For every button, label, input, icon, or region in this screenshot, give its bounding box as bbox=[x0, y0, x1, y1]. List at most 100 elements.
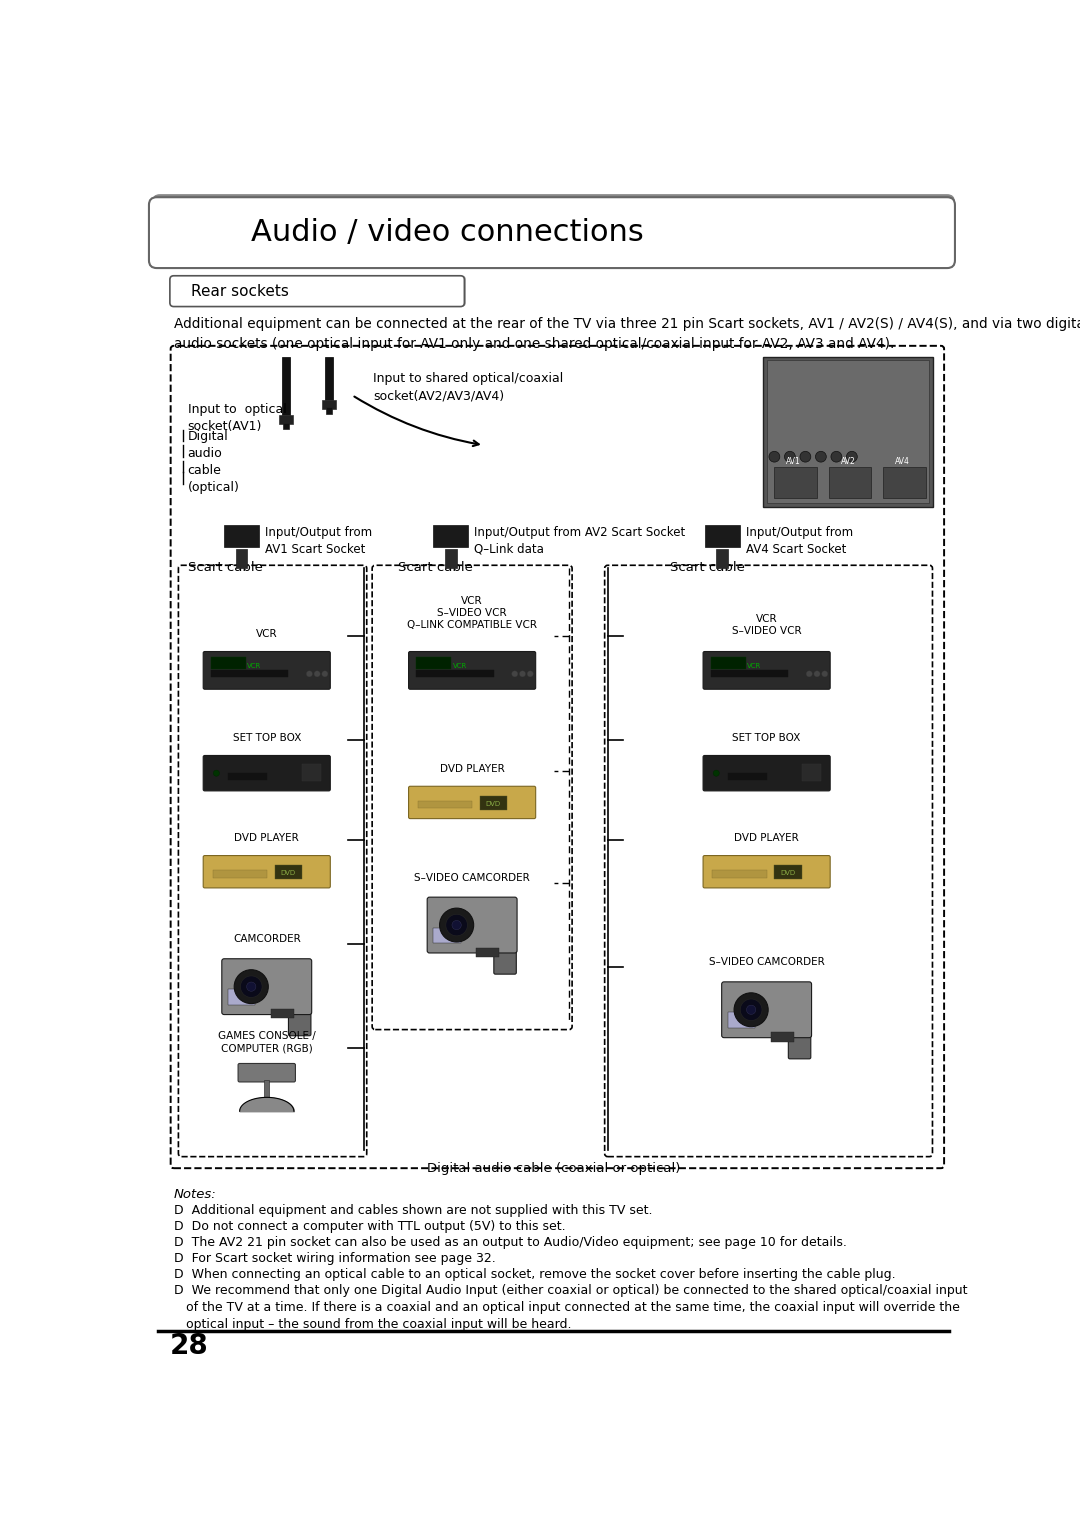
Circle shape bbox=[512, 671, 517, 677]
Text: Input/Output from
AV4 Scart Socket: Input/Output from AV4 Scart Socket bbox=[745, 526, 853, 556]
Bar bbox=[711, 669, 788, 677]
Text: 28: 28 bbox=[170, 1332, 208, 1360]
Circle shape bbox=[831, 451, 841, 461]
Text: Additional equipment can be connected at the rear of the TV via three 21 pin Sca: Additional equipment can be connected at… bbox=[174, 316, 1080, 350]
Text: Input/Output from AV2 Scart Socket
Q–Link data: Input/Output from AV2 Scart Socket Q–Lin… bbox=[474, 526, 686, 556]
Bar bbox=[716, 549, 728, 568]
Bar bbox=[274, 865, 301, 879]
FancyBboxPatch shape bbox=[494, 931, 516, 975]
Bar bbox=[762, 356, 933, 507]
Text: VCR: VCR bbox=[453, 663, 467, 669]
FancyBboxPatch shape bbox=[178, 565, 367, 1157]
Bar bbox=[301, 764, 321, 781]
Text: D  When connecting an optical cable to an optical socket, remove the socket cove: D When connecting an optical cable to an… bbox=[174, 1268, 895, 1282]
Bar bbox=[480, 796, 507, 810]
Circle shape bbox=[814, 671, 820, 677]
Bar bbox=[704, 526, 740, 547]
Circle shape bbox=[815, 451, 826, 461]
Text: S–VIDEO CAMCORDER: S–VIDEO CAMCORDER bbox=[415, 872, 530, 883]
Circle shape bbox=[800, 451, 811, 461]
Text: Notes:: Notes: bbox=[174, 1189, 216, 1201]
Text: Rear sockets: Rear sockets bbox=[191, 284, 288, 298]
FancyBboxPatch shape bbox=[203, 856, 330, 888]
Circle shape bbox=[806, 671, 812, 677]
Bar bbox=[774, 865, 801, 879]
Bar bbox=[445, 549, 457, 568]
Bar bbox=[228, 989, 255, 1005]
Bar bbox=[882, 466, 926, 498]
Text: SET TOP BOX: SET TOP BOX bbox=[232, 733, 301, 743]
FancyBboxPatch shape bbox=[203, 755, 330, 792]
Circle shape bbox=[241, 976, 262, 998]
Text: D  The AV2 21 pin socket can also be used as an output to Audio/Video equipment;: D The AV2 21 pin socket can also be used… bbox=[174, 1236, 847, 1248]
FancyBboxPatch shape bbox=[703, 856, 831, 888]
Bar bbox=[325, 356, 333, 403]
Circle shape bbox=[451, 920, 461, 929]
Text: Audio / video connections: Audio / video connections bbox=[252, 219, 644, 248]
Circle shape bbox=[713, 770, 719, 776]
Text: Scart cable: Scart cable bbox=[670, 561, 744, 573]
Text: GAMES CONSOLE /
COMPUTER (RGB): GAMES CONSOLE / COMPUTER (RGB) bbox=[218, 1031, 315, 1053]
Text: Scart cable: Scart cable bbox=[399, 561, 473, 573]
Circle shape bbox=[847, 451, 858, 461]
Circle shape bbox=[734, 993, 768, 1027]
Bar bbox=[228, 773, 267, 779]
FancyBboxPatch shape bbox=[788, 1016, 811, 1059]
Text: AV1: AV1 bbox=[786, 457, 801, 466]
Text: Digital audio cable (coaxial or optical): Digital audio cable (coaxial or optical) bbox=[427, 1163, 680, 1175]
FancyBboxPatch shape bbox=[152, 194, 955, 264]
Bar bbox=[211, 669, 288, 677]
Bar bbox=[476, 947, 499, 957]
Bar bbox=[416, 669, 494, 677]
Text: D  Do not connect a computer with TTL output (5V) to this set.: D Do not connect a computer with TTL out… bbox=[174, 1219, 565, 1233]
Circle shape bbox=[446, 914, 468, 935]
Bar bbox=[774, 466, 816, 498]
Circle shape bbox=[740, 999, 762, 1021]
Bar bbox=[767, 361, 930, 503]
FancyBboxPatch shape bbox=[173, 275, 465, 307]
FancyBboxPatch shape bbox=[149, 197, 955, 267]
FancyBboxPatch shape bbox=[288, 993, 311, 1036]
Text: S–VIDEO CAMCORDER: S–VIDEO CAMCORDER bbox=[708, 957, 824, 967]
FancyBboxPatch shape bbox=[428, 897, 517, 953]
Text: DVD: DVD bbox=[280, 871, 295, 877]
Text: VCR: VCR bbox=[747, 663, 761, 669]
Circle shape bbox=[213, 770, 219, 776]
Text: D  For Scart socket wiring information see page 32.: D For Scart socket wiring information se… bbox=[174, 1251, 496, 1265]
Text: DVD: DVD bbox=[486, 801, 501, 807]
Bar bbox=[418, 801, 472, 808]
Bar bbox=[728, 773, 767, 779]
Text: VCR
S–VIDEO VCR
Q–LINK COMPATIBLE VCR: VCR S–VIDEO VCR Q–LINK COMPATIBLE VCR bbox=[407, 596, 537, 630]
Circle shape bbox=[527, 671, 534, 677]
Circle shape bbox=[322, 671, 328, 677]
FancyBboxPatch shape bbox=[238, 1063, 296, 1082]
Circle shape bbox=[246, 983, 256, 992]
Text: D  We recommend that only one Digital Audio Input (either coaxial or optical) be: D We recommend that only one Digital Aud… bbox=[174, 1285, 968, 1331]
Text: Input to  optical
socket(AV1): Input to optical socket(AV1) bbox=[188, 403, 286, 432]
Bar bbox=[433, 526, 469, 547]
Bar bbox=[801, 764, 821, 781]
Circle shape bbox=[822, 671, 828, 677]
Bar bbox=[265, 1080, 269, 1111]
Bar bbox=[225, 526, 259, 547]
Text: DVD PLAYER: DVD PLAYER bbox=[440, 764, 504, 775]
Bar bbox=[271, 1008, 294, 1019]
Bar bbox=[728, 1013, 755, 1028]
Circle shape bbox=[746, 1005, 756, 1015]
Text: CAMCORDER: CAMCORDER bbox=[233, 934, 300, 944]
Bar bbox=[235, 549, 247, 568]
Bar bbox=[283, 423, 289, 429]
Circle shape bbox=[307, 671, 312, 677]
Bar bbox=[213, 869, 267, 877]
Text: Input to shared optical/coaxial
socket(AV2/AV3/AV4): Input to shared optical/coaxial socket(A… bbox=[373, 371, 563, 402]
Text: AV2: AV2 bbox=[840, 457, 855, 466]
Text: AV4: AV4 bbox=[895, 457, 909, 466]
FancyBboxPatch shape bbox=[721, 983, 811, 1038]
FancyBboxPatch shape bbox=[408, 651, 536, 689]
FancyBboxPatch shape bbox=[605, 565, 932, 1157]
FancyBboxPatch shape bbox=[703, 755, 831, 792]
Bar bbox=[770, 1033, 794, 1042]
Text: VCR: VCR bbox=[247, 663, 261, 669]
Bar bbox=[282, 356, 291, 419]
Bar bbox=[433, 927, 460, 943]
